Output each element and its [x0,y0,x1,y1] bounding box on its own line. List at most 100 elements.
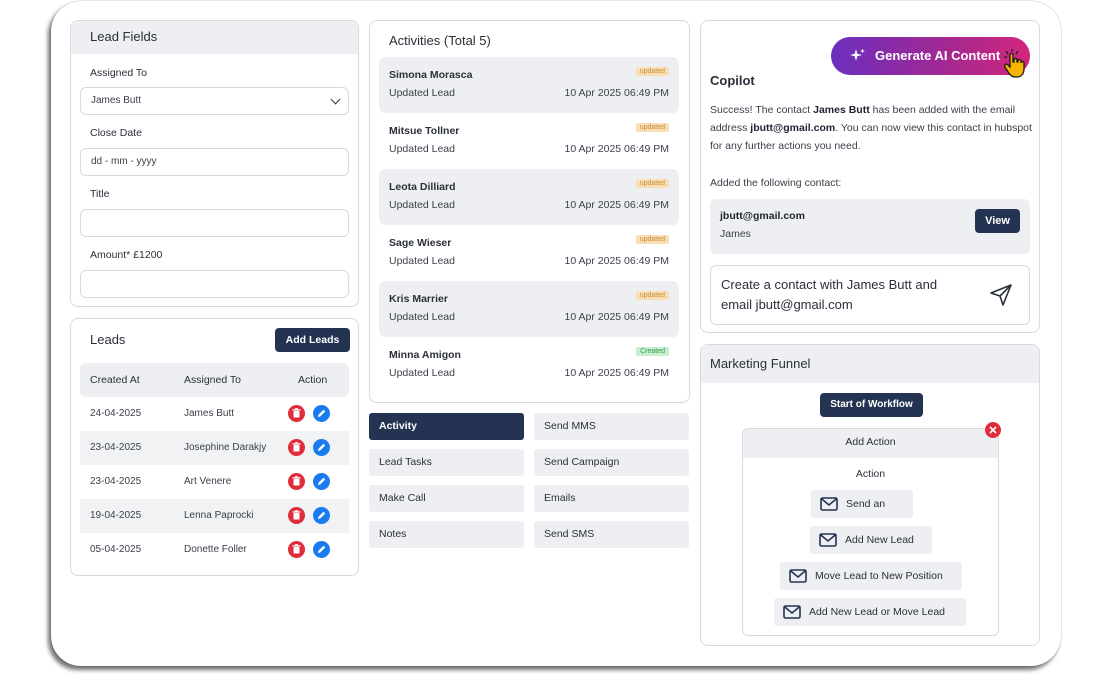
activity-date: 10 Apr 2025 06:49 PM [564,311,670,323]
tab-lead-tasks[interactable]: Lead Tasks [369,449,524,476]
row-assigned-to: Josephine Darakjy [184,442,267,453]
chevron-down-icon [330,94,341,105]
envelope-icon [820,497,838,511]
table-row: 19-04-2025 Lenna Paprocki [80,499,349,533]
generate-ai-content-button[interactable]: Generate AI Content [831,37,1030,78]
title-input[interactable] [80,209,349,237]
view-contact-button[interactable]: View [975,209,1020,233]
assigned-to-select[interactable]: James Butt [80,87,349,115]
copilot-title: Copilot [710,73,755,88]
msg-mid: has been added with the email address [710,104,1016,134]
activity-name: Kris Marrier [389,293,448,305]
table-row: 05-04-2025 Donette Foller [80,533,349,567]
activities-title: Activities (Total 5) [389,33,491,48]
tab-activity[interactable]: Activity [369,413,524,440]
edit-icon[interactable] [313,507,330,524]
add-action-title: Add Action [845,436,896,448]
msg-name: James Butt [813,104,870,116]
activity-item[interactable]: Kris Marrier updated Updated Lead 10 Apr 20… [379,281,679,337]
envelope-icon [789,569,807,583]
activity-item[interactable]: Sage Wieser updated Updated Lead 10 Apr 202… [379,225,679,281]
leads-table-header: Created At Assigned To Action [80,363,349,397]
activity-date: 10 Apr 2025 06:49 PM [564,143,670,155]
generate-ai-label: Generate AI Content [875,48,1001,63]
delete-icon[interactable] [288,439,305,456]
edit-icon[interactable] [313,541,330,558]
title-label: Title [90,188,110,200]
activity-item[interactable]: Leota Dilliard updated Updated Lead 10 Apr … [379,169,679,225]
funnel-action-label: Add New Lead [845,534,914,546]
copilot-prompt-box[interactable]: Create a contact with James Butt and ema… [710,265,1030,325]
row-created-at: 19-04-2025 [90,510,142,521]
amount-input[interactable] [80,270,349,298]
activity-badge: updated [635,123,669,132]
sparkle-icon [850,48,865,61]
assigned-to-value: James Butt [91,95,142,106]
close-date-input[interactable]: dd - mm - yyyy [80,148,349,176]
funnel-action-button[interactable]: Move Lead to New Position [780,562,962,590]
activity-desc: Updated Lead [389,255,455,267]
activity-desc: Updated Lead [389,311,455,323]
activities-card: Activities (Total 5) Simona Morasca updat… [369,20,690,403]
funnel-action-label: Move Lead to New Position [815,570,943,582]
delete-icon[interactable] [288,507,305,524]
activity-desc: Updated Lead [389,143,455,155]
col-action: Action [298,374,328,386]
tab-make-call[interactable]: Make Call [369,485,524,512]
activity-name: Mitsue Tollner [389,125,460,137]
msg-prefix: Success! The contact [710,104,814,116]
row-created-at: 05-04-2025 [90,544,142,555]
leads-card: Leads Add Leads Created At Assigned To A… [70,318,359,576]
tab-send-campaign[interactable]: Send Campaign [534,449,689,476]
contact-card: jbutt@gmail.com James View [710,199,1030,254]
activity-date: 10 Apr 2025 06:49 PM [564,255,670,267]
activity-item[interactable]: Minna Amigon Created Updated Lead 10 Apr 20… [379,337,679,393]
amount-label: Amount* £1200 [90,249,163,261]
funnel-action-button[interactable]: Add New Lead [810,526,932,554]
start-of-workflow-button[interactable]: Start of Workflow [820,393,923,417]
table-row: 23-04-2025 Josephine Darakjy [80,431,349,465]
delete-icon[interactable] [288,541,305,558]
marketing-funnel-title: Marketing Funnel [710,356,811,371]
activity-item[interactable]: Mitsue Tollner updated Updated Lead 10 Apr … [379,113,679,169]
funnel-action-button[interactable]: Add New Lead or Move Lead [774,598,966,626]
col-created-at: Created At [90,374,140,386]
delete-icon[interactable] [288,473,305,490]
leads-title: Leads [90,332,126,347]
edit-icon[interactable] [313,473,330,490]
table-row: 24-04-2025 James Butt [80,397,349,431]
marketing-funnel-card: Marketing Funnel Start of Workflow Add A… [700,344,1040,646]
copilot-card: Generate AI Content Copilot Success! The… [700,20,1040,333]
activity-name: Simona Morasca [389,69,473,81]
row-assigned-to: Art Venere [184,476,232,487]
action-label: Action [855,468,886,480]
envelope-icon [819,533,837,547]
col-assigned-to: Assigned To [184,374,242,386]
added-contact-label: Added the following contact: [710,177,842,189]
activity-date: 10 Apr 2025 06:49 PM [564,87,670,99]
pointer-hand-icon [1004,49,1025,78]
activity-item[interactable]: Simona Morasca updated Updated Lead 10 Apr … [379,57,679,113]
add-leads-button[interactable]: Add Leads [275,328,350,352]
edit-icon[interactable] [313,439,330,456]
contact-name: James [720,228,751,240]
tab-emails[interactable]: Emails [534,485,689,512]
row-assigned-to: James Butt [184,408,235,419]
msg-suffix: . You can now view this contact in hubsp… [710,122,1032,152]
tab-send-mms[interactable]: Send MMS [534,413,689,440]
send-icon[interactable] [989,283,1013,307]
assigned-to-label: Assigned To [90,67,148,79]
close-date-label: Close Date [90,127,142,139]
edit-icon[interactable] [313,405,330,422]
contact-email: jbutt@gmail.com [720,210,805,222]
row-created-at: 23-04-2025 [90,476,142,487]
delete-icon[interactable] [288,405,305,422]
row-created-at: 24-04-2025 [90,408,142,419]
marketing-funnel-header: Marketing Funnel [701,345,1039,383]
close-icon[interactable] [985,422,1001,438]
tab-notes[interactable]: Notes [369,521,524,548]
funnel-action-button[interactable]: Send an Email [811,490,913,538]
copilot-success-message: Success! The contact James Butt has been… [710,101,1034,155]
tab-send-sms[interactable]: Send SMS [534,521,689,548]
add-action-box: Add Action Action Send an EmailAdd New L… [742,428,999,636]
